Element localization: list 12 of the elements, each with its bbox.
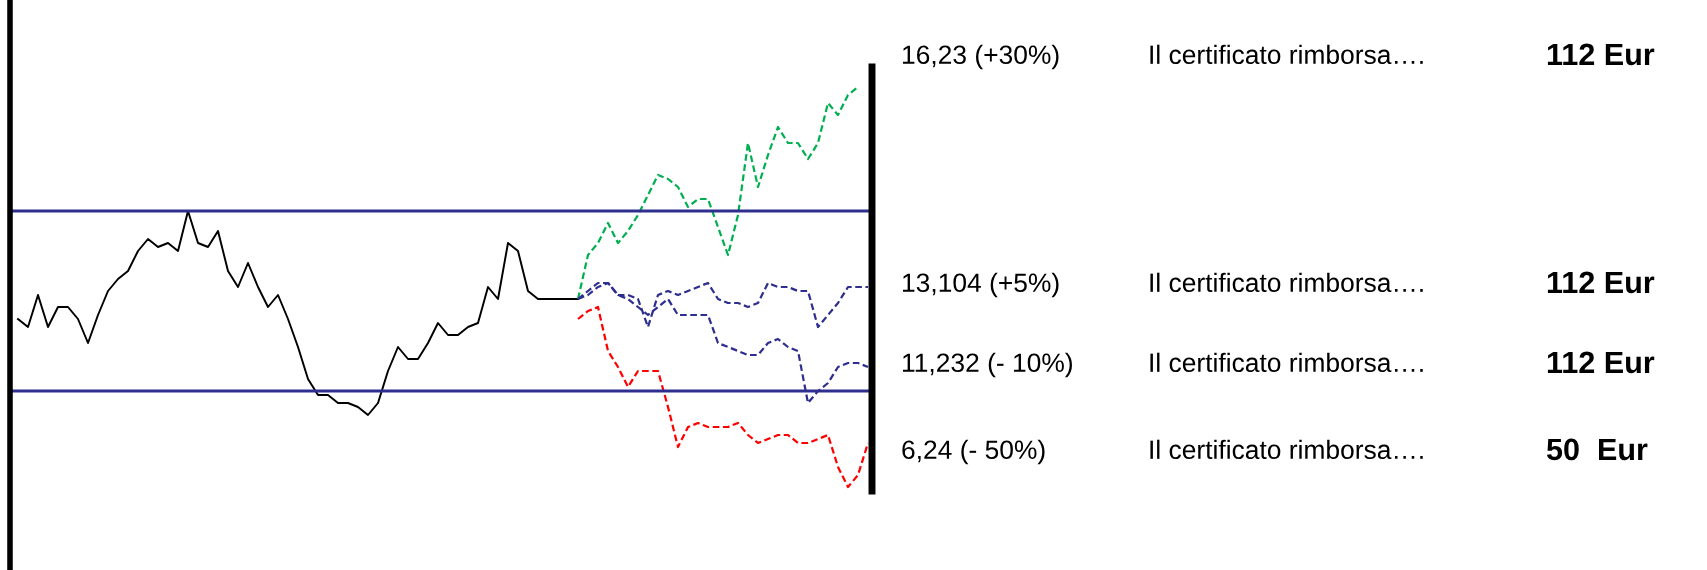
text: 112 Eur	[1547, 43, 1655, 66]
text: 16,23 (+30%)	[903, 44, 1059, 70]
text: 50 Eur	[1546, 438, 1648, 461]
text: Il certificato rimborsa….	[1150, 352, 1423, 373]
text: Il certificato rimborsa….	[1150, 439, 1423, 460]
text: 11,232 (- 10%)	[903, 352, 1072, 378]
text: 13,104 (+5%)	[903, 272, 1059, 298]
text: 6,24 (- 50%)	[902, 439, 1045, 465]
text: Il certificato rimborsa….	[1150, 44, 1423, 65]
text: Il certificato rimborsa….	[1150, 272, 1423, 293]
text: 112 Eur	[1547, 271, 1655, 294]
text: 112 Eur	[1547, 351, 1655, 374]
